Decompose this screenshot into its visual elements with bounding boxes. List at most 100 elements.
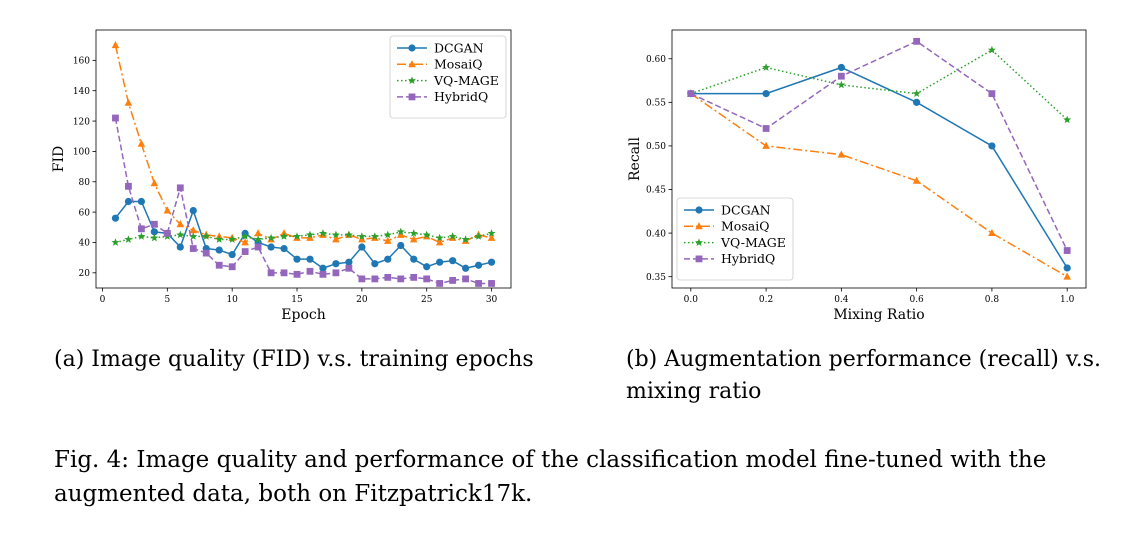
data-point xyxy=(202,232,211,240)
x-tick-label: 15 xyxy=(291,295,303,305)
data-point xyxy=(111,214,120,222)
data-point xyxy=(913,37,921,45)
data-point xyxy=(254,243,262,251)
data-point xyxy=(397,275,405,283)
data-point xyxy=(306,255,314,263)
data-point xyxy=(267,269,275,277)
data-point xyxy=(423,263,431,271)
y-tick-label: 140 xyxy=(73,87,90,97)
data-point xyxy=(912,176,921,184)
legend-label: VQ-MAGE xyxy=(720,235,786,250)
plot-frame xyxy=(671,29,1087,289)
data-point xyxy=(384,273,392,281)
series-vq-mage xyxy=(111,227,496,246)
data-point xyxy=(150,220,158,228)
data-point xyxy=(762,141,770,149)
data-point xyxy=(112,114,119,122)
y-tick-label: 0.55 xyxy=(646,99,666,109)
data-point xyxy=(241,248,249,255)
data-point xyxy=(1063,247,1071,254)
series-line xyxy=(114,45,492,244)
figure-caption: Fig. 4: Image quality and performance of… xyxy=(54,447,1047,507)
data-point xyxy=(150,179,159,187)
data-point xyxy=(488,280,495,287)
x-tick-label: 0.0 xyxy=(684,295,699,305)
data-point xyxy=(410,255,418,263)
x-tick-label: 5 xyxy=(164,295,170,305)
legend-label: DCGAN xyxy=(721,202,771,217)
data-point xyxy=(176,230,185,239)
x-tick-label: 0.6 xyxy=(909,295,924,305)
data-point xyxy=(422,230,431,239)
data-point xyxy=(912,89,921,98)
data-point xyxy=(358,243,366,251)
data-point xyxy=(331,230,340,239)
data-point xyxy=(358,235,366,243)
data-point xyxy=(410,273,418,281)
data-point xyxy=(384,255,392,263)
data-point xyxy=(913,98,921,106)
legend-marker xyxy=(408,93,416,101)
x-tick-label: 25 xyxy=(421,295,433,305)
data-point xyxy=(423,275,431,283)
data-point xyxy=(137,232,146,240)
data-point xyxy=(409,229,418,237)
data-point xyxy=(449,257,457,265)
data-point xyxy=(319,270,327,278)
data-point xyxy=(332,260,340,268)
series-line xyxy=(115,231,492,244)
data-point xyxy=(137,197,145,206)
data-point xyxy=(837,63,845,72)
data-point xyxy=(189,207,197,215)
data-point xyxy=(228,251,236,259)
y-tick-label: 0.35 xyxy=(646,273,666,283)
data-point xyxy=(762,90,770,98)
y-tick-label: 0.60 xyxy=(646,55,666,65)
data-point xyxy=(475,280,482,287)
y-tick-label: 120 xyxy=(73,117,90,127)
data-point xyxy=(344,230,353,239)
legend-label: MosaiQ xyxy=(434,57,482,72)
legend-label: HybridQ xyxy=(721,251,775,266)
series-hybridq xyxy=(687,37,1071,254)
data-point xyxy=(125,182,132,190)
data-point xyxy=(189,232,198,240)
y-axis-label: Recall xyxy=(627,136,643,180)
subcaption-a: (a) Image quality (FID) v.s. training ep… xyxy=(54,347,534,372)
data-point xyxy=(267,233,276,242)
y-tick-label: 80 xyxy=(79,178,91,188)
y-tick-label: 160 xyxy=(73,57,90,67)
series-line xyxy=(690,49,1068,121)
data-point xyxy=(293,270,301,278)
data-point xyxy=(137,139,146,147)
y-tick-label: 20 xyxy=(79,269,91,279)
series-line xyxy=(690,93,1068,278)
x-tick-label: 30 xyxy=(486,295,498,305)
data-point xyxy=(435,238,444,246)
data-point xyxy=(111,238,120,246)
data-point xyxy=(988,142,996,150)
data-point xyxy=(176,220,185,228)
data-point xyxy=(462,275,470,283)
data-point xyxy=(837,150,846,158)
legend-label: VQ-MAGE xyxy=(433,73,499,88)
x-tick-label: 1.0 xyxy=(1060,295,1075,305)
data-point xyxy=(150,228,158,236)
data-point xyxy=(461,235,470,243)
y-axis-label: FID xyxy=(51,146,67,172)
data-point xyxy=(124,197,133,206)
data-point xyxy=(687,90,695,98)
data-point xyxy=(318,229,327,237)
x-tick-label: 20 xyxy=(356,295,368,305)
data-point xyxy=(306,233,314,241)
data-point xyxy=(124,235,133,243)
data-point xyxy=(241,238,249,246)
data-point xyxy=(762,125,770,132)
data-point xyxy=(150,233,159,242)
data-point xyxy=(396,230,405,238)
y-tick-label: 0.45 xyxy=(646,186,666,196)
data-point xyxy=(241,232,250,240)
data-point xyxy=(436,258,444,266)
data-point xyxy=(280,269,288,277)
y-tick-label: 100 xyxy=(73,148,90,158)
